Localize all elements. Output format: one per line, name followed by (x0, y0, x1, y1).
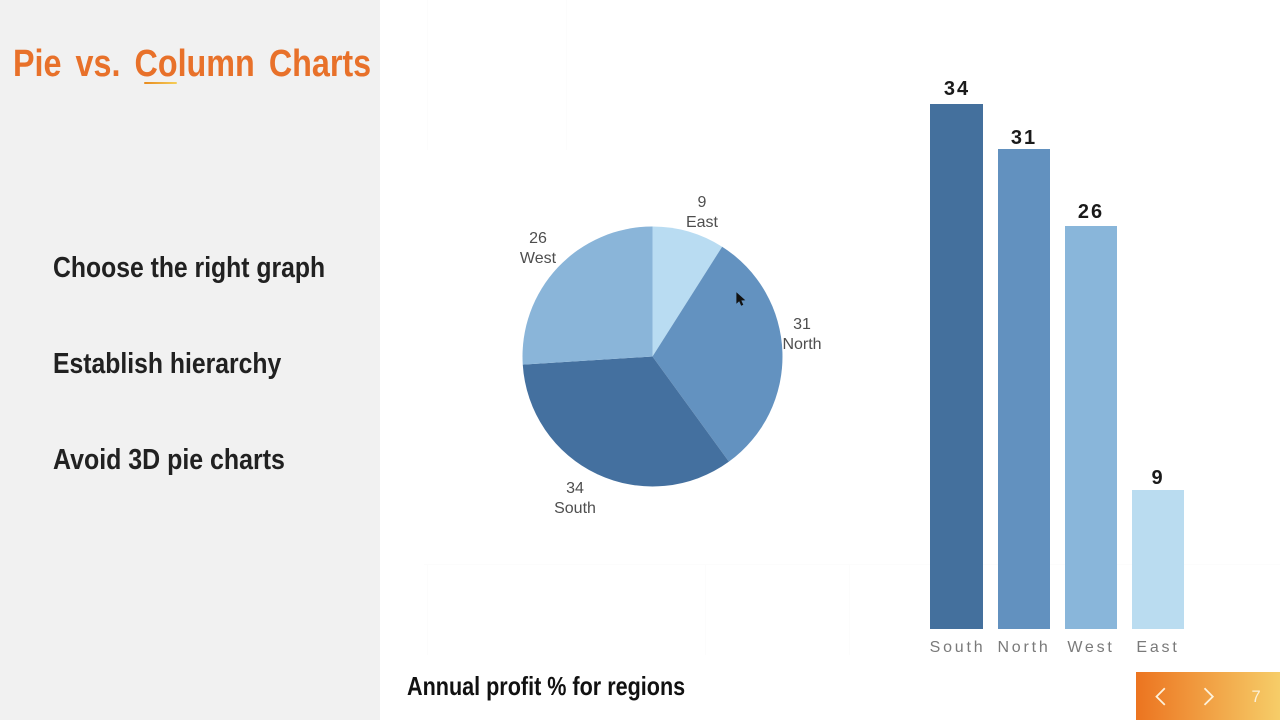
svg-text:7: 7 (1252, 688, 1261, 706)
